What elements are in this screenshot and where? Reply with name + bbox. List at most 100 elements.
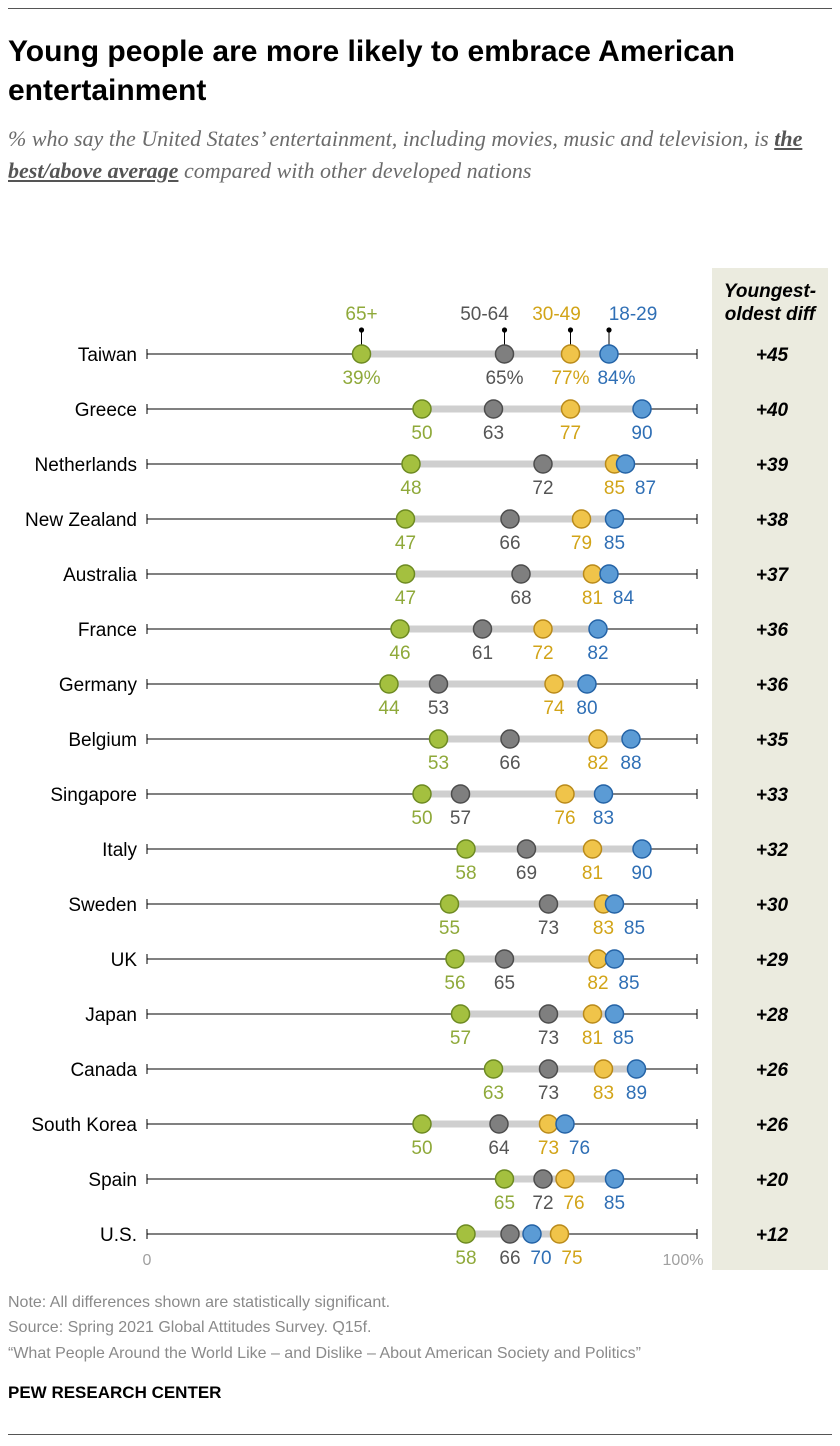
value-label-50-64: 73 — [538, 1028, 559, 1049]
dot-50-64 — [472, 619, 493, 639]
value-label-18-29: 82 — [587, 643, 608, 664]
value-label-30-49: 76 — [554, 808, 575, 829]
dot-65+ — [428, 729, 449, 749]
country-label: South Korea — [31, 1115, 137, 1136]
country-label: Netherlands — [35, 455, 137, 476]
dot-30-49 — [560, 344, 581, 364]
subtitle-text-end: compared with other developed nations — [178, 158, 532, 183]
diff-value: +35 — [756, 730, 789, 751]
value-label-65+: 47 — [395, 533, 416, 554]
legend-label-30-49: 30-49 — [532, 304, 581, 325]
value-label-50-64: 61 — [472, 643, 493, 664]
value-label-30-49: 74 — [543, 698, 565, 719]
value-label-30-49: 83 — [593, 918, 614, 939]
value-label-30-49: 77 — [560, 423, 581, 444]
legend-label-65+: 65+ — [345, 304, 377, 325]
value-label-18-29: 70 — [530, 1248, 551, 1269]
value-label-50-64: 66 — [499, 1248, 520, 1269]
dot-65+ — [456, 839, 476, 859]
diff-value: +36 — [756, 620, 789, 641]
value-label-18-29: 85 — [618, 973, 639, 994]
value-label-65+: 50 — [411, 808, 432, 829]
legend-label-18-29: 18-29 — [609, 304, 658, 325]
legend-leader-dot — [358, 327, 365, 333]
value-label-30-49: 83 — [593, 1083, 614, 1104]
value-label-18-29: 88 — [620, 753, 641, 774]
dot-30-49 — [588, 729, 608, 749]
value-label-30-49: 82 — [587, 753, 608, 774]
dot-65+ — [445, 949, 465, 969]
dot-65+ — [395, 509, 416, 529]
footer-source: Source: Spring 2021 Global Attitudes Sur… — [8, 1319, 372, 1336]
value-label-18-29: 83 — [593, 808, 614, 829]
diff-value: +29 — [756, 950, 789, 971]
dot-65+ — [456, 1224, 476, 1244]
country-label: Greece — [75, 400, 137, 421]
dot-50-64 — [500, 1224, 520, 1244]
dot-18-29 — [621, 729, 641, 749]
value-label-65+: 65 — [494, 1193, 515, 1214]
value-label-50-64: 66 — [499, 753, 520, 774]
diff-value: +36 — [756, 675, 789, 696]
dot-30-49 — [571, 509, 592, 529]
subtitle-emphasis: the best/above average — [8, 126, 803, 183]
value-label-30-49: 85 — [604, 478, 625, 499]
value-label-65+: 50 — [411, 1138, 432, 1159]
value-label-18-29: 76 — [569, 1138, 590, 1159]
dot-65+ — [351, 344, 372, 364]
value-label-50-64: 63 — [483, 423, 504, 444]
dot-50-64 — [511, 564, 531, 584]
footer-report-title: “What People Around the World Like – and… — [8, 1345, 641, 1362]
value-label-30-49: 82 — [587, 973, 608, 994]
value-label-30-49: 72 — [532, 643, 553, 664]
value-label-50-64: 72 — [532, 478, 553, 499]
value-label-65+: 55 — [439, 918, 460, 939]
value-label-65+: 44 — [378, 698, 400, 719]
top-rule — [8, 8, 832, 9]
country-label: Belgium — [68, 730, 137, 751]
value-label-30-49: 75 — [561, 1248, 582, 1269]
value-label-65+: 48 — [400, 478, 421, 499]
diff-value: +38 — [756, 510, 789, 531]
value-label-18-29: 85 — [604, 1193, 625, 1214]
dot-50-64 — [500, 729, 520, 749]
value-label-50-64: 73 — [538, 918, 559, 939]
value-label-18-29: 89 — [626, 1083, 647, 1104]
dot-65+ — [412, 399, 432, 419]
dot-18-29 — [604, 509, 625, 529]
dot-30-49 — [588, 949, 608, 969]
dot-18-29 — [604, 1004, 625, 1024]
country-label: Taiwan — [78, 345, 137, 366]
value-label-18-29: 84% — [597, 368, 635, 389]
value-label-65+: 58 — [455, 863, 476, 884]
dot-18-29 — [604, 1169, 625, 1189]
dot-18-29 — [522, 1224, 542, 1244]
dot-65+ — [450, 1004, 471, 1024]
value-label-65+: 58 — [455, 1248, 476, 1269]
value-label-65+: 39% — [342, 368, 380, 389]
diff-column-header: Youngest-oldest diff — [724, 281, 817, 325]
dot-65+ — [379, 674, 399, 694]
country-label: Singapore — [50, 785, 137, 806]
value-label-50-64: 65 — [494, 973, 515, 994]
country-label: France — [78, 620, 137, 641]
dot-50-64 — [538, 1059, 559, 1079]
dot-50-64 — [538, 894, 559, 914]
dot-65+ — [412, 1114, 432, 1134]
value-label-65+: 63 — [483, 1083, 504, 1104]
value-label-30-49: 73 — [538, 1138, 559, 1159]
diff-value: +28 — [756, 1005, 789, 1026]
dot-30-49 — [593, 1059, 614, 1079]
value-label-50-64: 66 — [499, 533, 520, 554]
country-label: Australia — [63, 565, 137, 586]
dot-30-49 — [555, 1169, 575, 1189]
x-tick-label-0: 0 — [143, 1252, 152, 1269]
diff-value: +12 — [756, 1225, 789, 1246]
country-label: Italy — [102, 840, 137, 861]
dot-18-29 — [626, 1059, 647, 1079]
dot-50-64 — [538, 1004, 559, 1024]
diff-value: +26 — [756, 1115, 789, 1136]
dot-18-29 — [632, 839, 652, 859]
dot-50-64 — [533, 454, 553, 474]
value-label-65+: 56 — [444, 973, 465, 994]
